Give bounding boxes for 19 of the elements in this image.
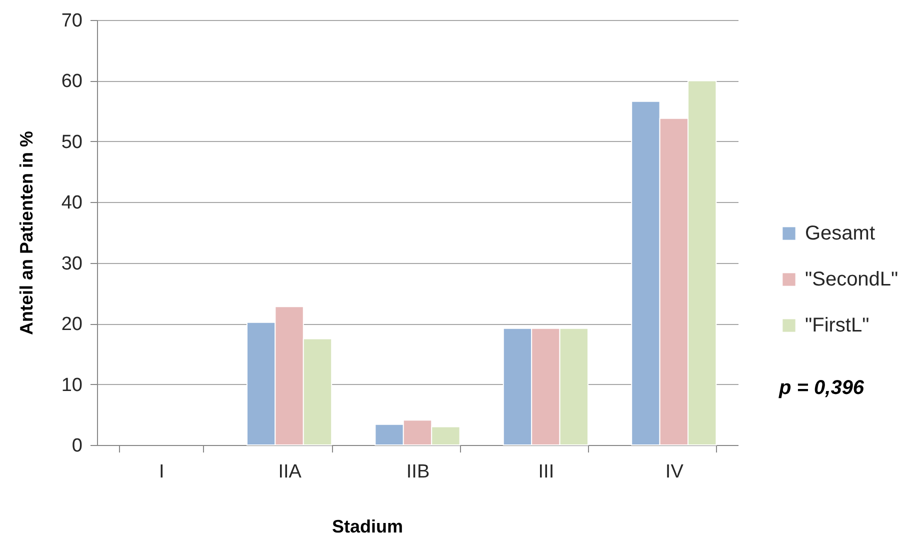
x-tick-label: IIA: [278, 462, 302, 482]
y-tick-label: 40: [61, 192, 82, 214]
legend-label: Gesamt: [805, 222, 876, 244]
legend-label: "SecondL": [805, 268, 898, 290]
text: p = 0,396: [778, 377, 865, 399]
y-tick-label: 50: [61, 132, 82, 153]
x-axis-title: Stadium: [332, 516, 404, 536]
x-tick-label: III: [538, 462, 554, 482]
y-tick-label: 70: [61, 10, 82, 32]
y-tick-label: 30: [61, 253, 82, 274]
x-tick-label: IIB: [406, 462, 430, 482]
x-tick-label: IV: [665, 462, 684, 482]
legend-label: "FirstL": [805, 314, 870, 336]
y-axis-title: Anteil an Patienten in %: [16, 130, 36, 336]
y-tick-label: 60: [61, 71, 82, 92]
y-tick-label: 0: [72, 436, 82, 456]
x-tick-label: I: [158, 462, 164, 482]
y-tick-label: 10: [61, 374, 82, 396]
y-tick-label: 20: [61, 314, 82, 336]
